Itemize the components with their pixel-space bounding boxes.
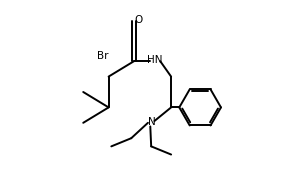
Text: N: N xyxy=(148,117,155,127)
Text: Br: Br xyxy=(97,51,108,61)
Text: O: O xyxy=(134,15,143,24)
Text: HN: HN xyxy=(147,55,163,65)
